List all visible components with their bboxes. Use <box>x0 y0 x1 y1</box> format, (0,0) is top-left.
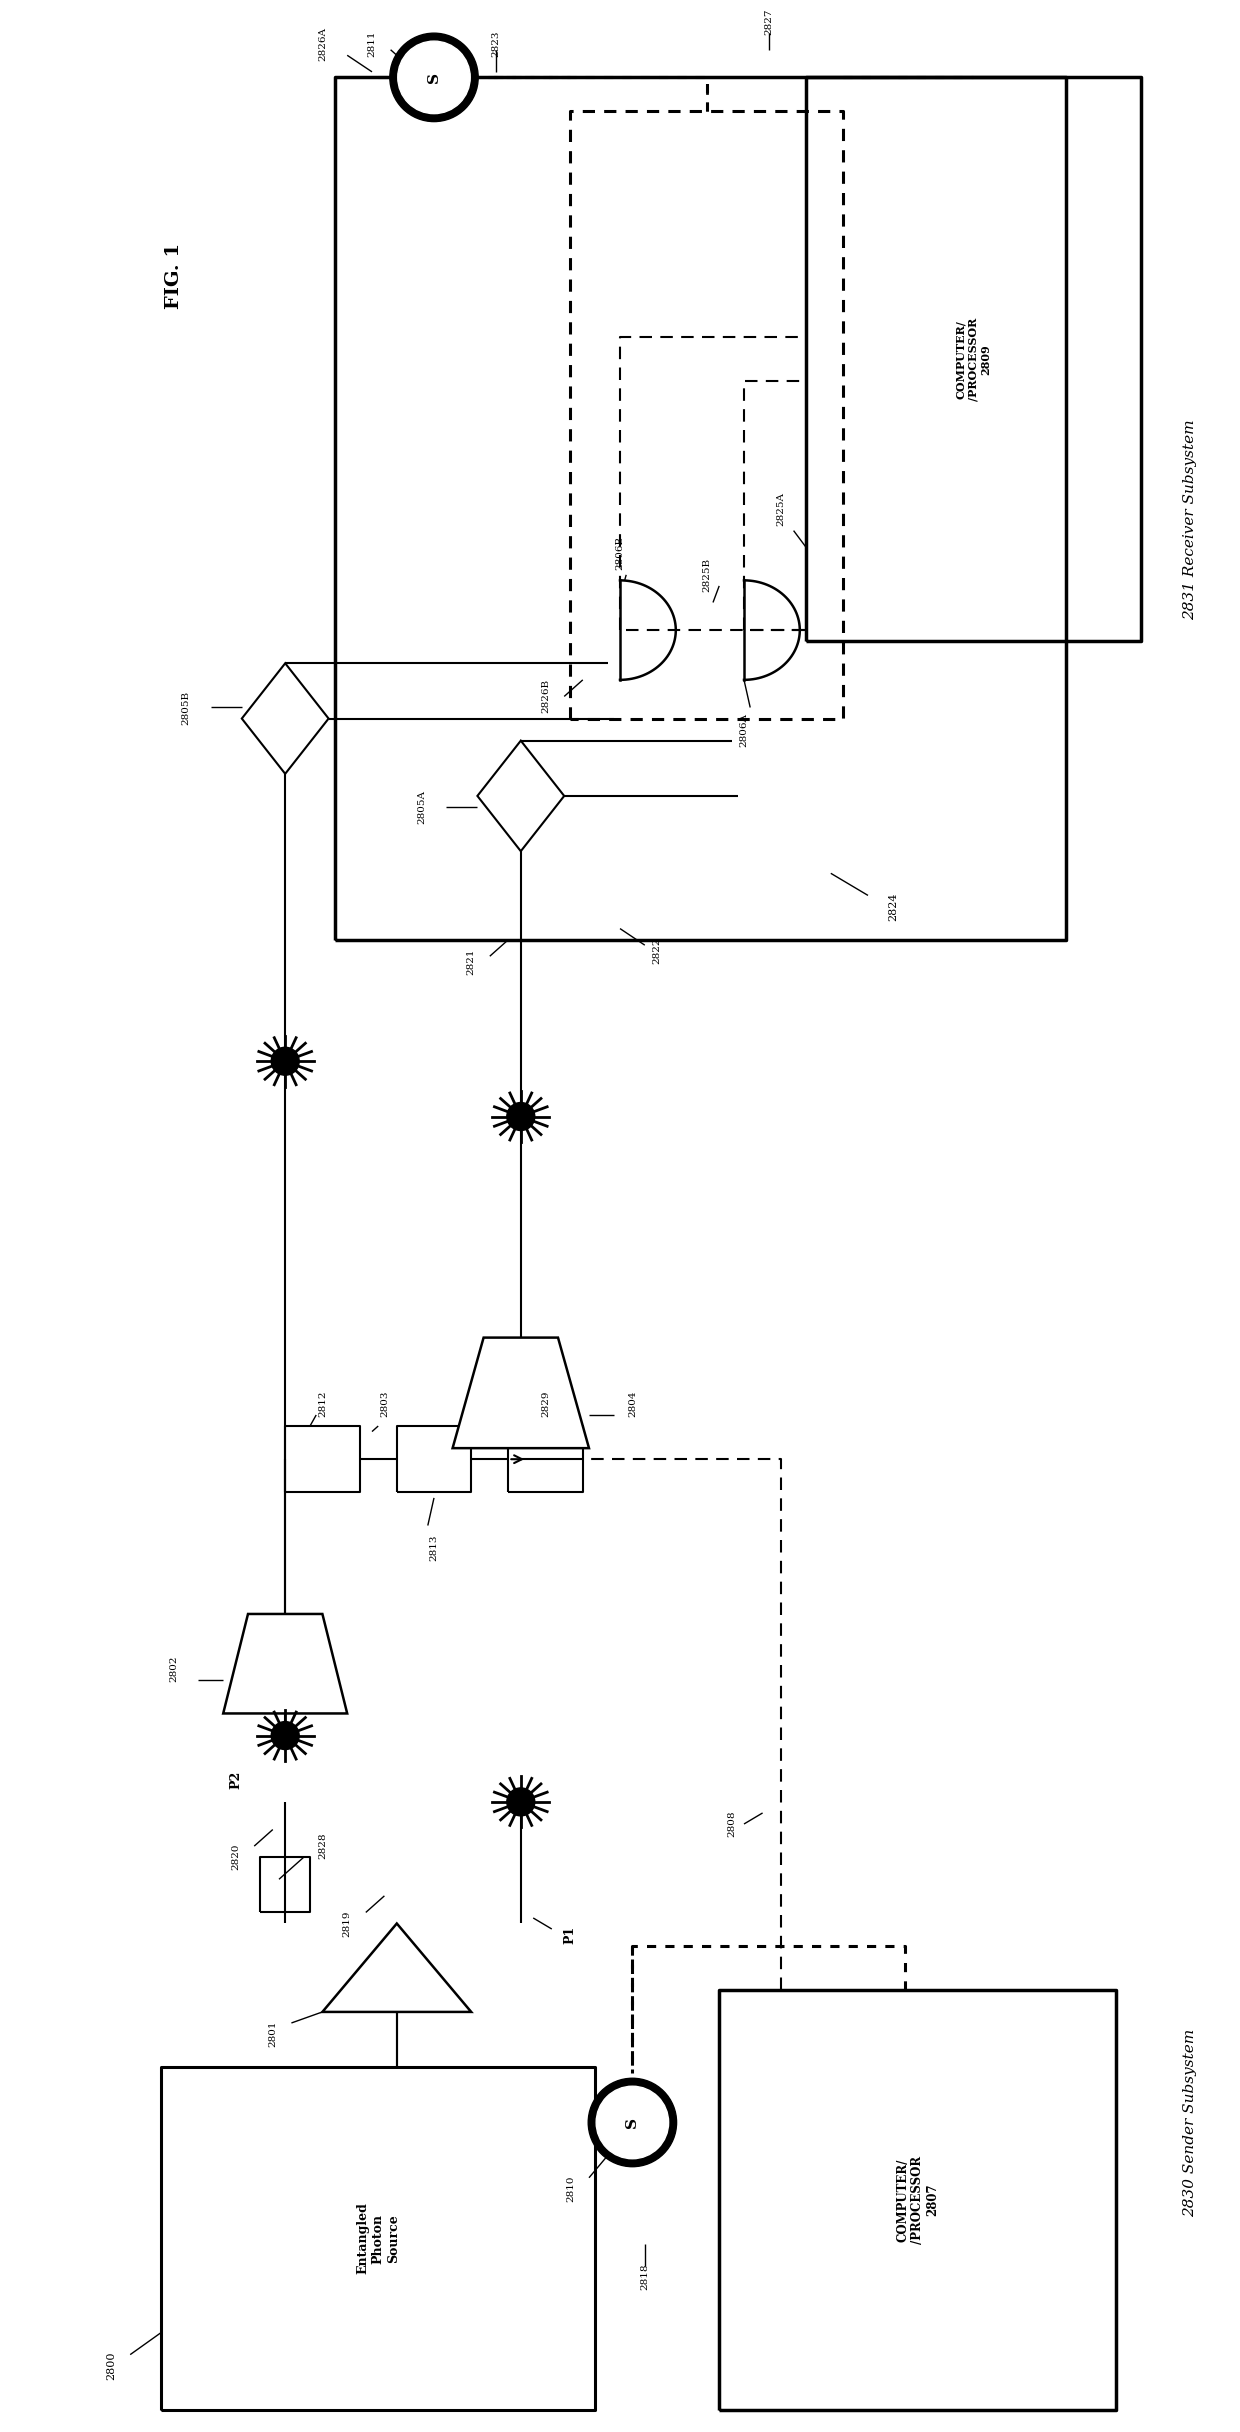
Circle shape <box>389 34 479 122</box>
Text: 2800: 2800 <box>107 2352 117 2381</box>
Text: 2803: 2803 <box>379 1391 389 1418</box>
Text: Entangled
Photon
Source: Entangled Photon Source <box>357 2203 399 2274</box>
Text: FIG. 1: FIG. 1 <box>165 243 182 309</box>
Text: 2810: 2810 <box>565 2177 575 2201</box>
Text: 2824: 2824 <box>888 893 898 922</box>
Polygon shape <box>477 742 564 851</box>
Text: 2801: 2801 <box>268 2021 278 2048</box>
Text: S: S <box>625 2116 640 2128</box>
Text: 2802: 2802 <box>169 1656 179 1683</box>
Text: 2826A: 2826A <box>317 27 327 61</box>
Circle shape <box>507 1102 534 1131</box>
Polygon shape <box>620 581 676 681</box>
Text: 2828: 2828 <box>317 1834 327 1860</box>
Polygon shape <box>322 1924 471 2011</box>
Text: P1: P1 <box>564 1926 577 1943</box>
Text: 2813: 2813 <box>429 1535 439 1561</box>
Circle shape <box>272 1722 299 1749</box>
Polygon shape <box>242 664 329 773</box>
Text: S: S <box>427 73 441 83</box>
Text: 2822: 2822 <box>652 936 662 963</box>
Text: 2825A: 2825A <box>776 491 786 525</box>
Text: 2805B: 2805B <box>181 691 191 725</box>
Text: 2805A: 2805A <box>417 790 427 824</box>
Polygon shape <box>744 581 800 681</box>
Circle shape <box>588 2079 677 2167</box>
Text: COMPUTER/
/PROCESSOR
2807: COMPUTER/ /PROCESSOR 2807 <box>897 2155 939 2245</box>
Text: 2827: 2827 <box>764 10 774 36</box>
Polygon shape <box>453 1338 589 1447</box>
Text: 2820: 2820 <box>231 1843 241 1870</box>
Text: 2812: 2812 <box>317 1391 327 1418</box>
Text: 2806B: 2806B <box>615 535 625 569</box>
Text: 2829: 2829 <box>541 1391 551 1418</box>
Circle shape <box>398 41 470 114</box>
Text: 2831 Receiver Subsystem: 2831 Receiver Subsystem <box>1183 418 1198 620</box>
Polygon shape <box>223 1615 347 1715</box>
Text: COMPUTER/
/PROCESSOR
2809: COMPUTER/ /PROCESSOR 2809 <box>955 319 992 401</box>
Text: 2808: 2808 <box>727 1812 737 1836</box>
Text: 2830 Sender Subsystem: 2830 Sender Subsystem <box>1183 2028 1198 2216</box>
Text: 2806A: 2806A <box>739 713 749 747</box>
Text: 2821: 2821 <box>466 948 476 975</box>
Circle shape <box>272 1048 299 1075</box>
Circle shape <box>507 1788 534 1817</box>
Text: 2819: 2819 <box>342 1909 352 1936</box>
Text: 2823: 2823 <box>491 32 501 58</box>
Text: P2: P2 <box>229 1770 242 1790</box>
Text: 2825B: 2825B <box>702 557 712 591</box>
Circle shape <box>596 2087 668 2160</box>
Text: 2826B: 2826B <box>541 679 551 713</box>
Text: 2818: 2818 <box>640 2264 650 2291</box>
Text: 2811: 2811 <box>367 32 377 58</box>
Text: 2804: 2804 <box>627 1391 637 1418</box>
